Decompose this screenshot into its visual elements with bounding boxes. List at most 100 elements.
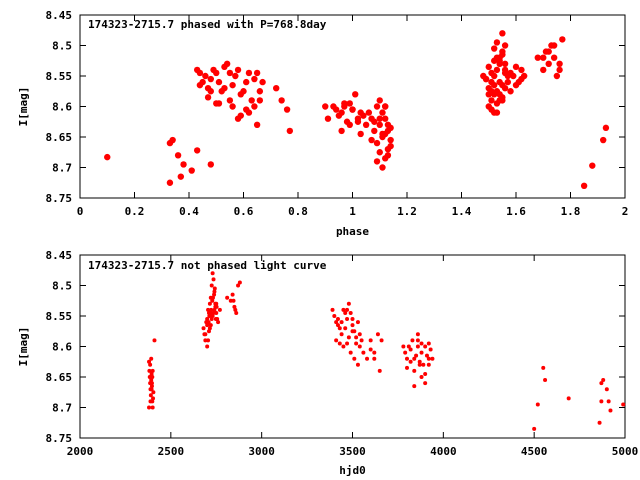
data-point [245, 69, 253, 77]
data-point [341, 100, 348, 107]
data-point [207, 75, 214, 83]
y-tick-label: 8.45 [46, 249, 73, 262]
data-point [405, 365, 409, 370]
data-point [212, 289, 217, 294]
y-tick-label: 8.55 [46, 310, 73, 323]
data-point [226, 69, 234, 77]
data-point [361, 350, 366, 355]
data-point [215, 78, 223, 86]
data-point [273, 85, 280, 92]
data-point [150, 375, 155, 379]
data-point [599, 399, 604, 404]
data-point [338, 109, 345, 116]
x-tick-label: 5000 [612, 445, 639, 458]
data-point [371, 127, 378, 135]
data-point [408, 347, 413, 352]
data-point [368, 347, 373, 352]
data-point [545, 60, 552, 67]
y-tick-label: 8.5 [52, 280, 72, 293]
data-point [166, 139, 174, 147]
data-point [214, 301, 219, 306]
data-point [346, 335, 351, 340]
data-point [205, 323, 210, 328]
data-point [357, 332, 362, 337]
data-point [209, 307, 214, 312]
data-point [208, 310, 213, 315]
data-point [499, 48, 506, 55]
data-point [491, 45, 498, 52]
data-point [208, 323, 213, 328]
data-point [207, 161, 214, 168]
data-point [419, 350, 424, 355]
data-point [423, 371, 428, 376]
data-point [211, 310, 216, 315]
data-point [599, 381, 604, 386]
data-point [580, 182, 588, 189]
data-point [556, 66, 563, 74]
data-point [550, 42, 558, 49]
x-tick-label: 2 [622, 205, 629, 218]
data-point [535, 402, 540, 407]
data-point [412, 368, 417, 373]
data-point [193, 147, 201, 154]
data-point [387, 136, 394, 144]
data-point [384, 121, 392, 128]
x-tick-label: 1.6 [506, 205, 526, 218]
data-point [532, 426, 537, 431]
data-point [206, 338, 211, 343]
data-point [251, 103, 258, 110]
plot-frame [79, 254, 626, 439]
data-point [512, 81, 520, 89]
data-point [209, 317, 214, 322]
data-point [485, 91, 492, 98]
data-point [485, 63, 492, 71]
data-point [355, 362, 360, 367]
data-point [233, 307, 238, 312]
data-point [365, 356, 370, 361]
data-point [196, 69, 204, 77]
data-point [180, 161, 187, 168]
data-point [210, 271, 215, 276]
x-tick-label: 0.2 [125, 205, 145, 218]
data-point [251, 75, 258, 83]
data-point [166, 179, 174, 186]
data-point [343, 310, 348, 315]
y-tick-label: 8.6 [52, 341, 72, 354]
data-point [371, 118, 378, 125]
data-point [534, 54, 541, 61]
x-tick-label: 0.6 [234, 205, 254, 218]
data-point [541, 365, 546, 370]
data-point [147, 405, 152, 410]
data-point [545, 48, 552, 55]
y-tick-label: 8.5 [52, 40, 72, 53]
data-point [234, 66, 242, 74]
y-axis-label: I[mag] [17, 327, 30, 367]
data-point [604, 387, 609, 392]
x-tick-label: 1.8 [561, 205, 581, 218]
y-tick-label: 8.7 [52, 162, 72, 175]
data-point [405, 356, 409, 361]
data-point [348, 350, 353, 355]
data-point [430, 356, 435, 361]
x-axis-label: hjd0 [339, 464, 366, 477]
data-point [510, 72, 517, 80]
data-point [379, 164, 386, 171]
data-point [493, 100, 501, 107]
y-axis-label: I[mag] [17, 87, 30, 127]
data-point [253, 69, 261, 77]
data-point [202, 72, 209, 80]
data-point [148, 362, 153, 367]
data-point [278, 97, 285, 104]
data-point [339, 332, 344, 337]
data-point [205, 344, 210, 349]
data-point [491, 72, 498, 80]
x-tick-label: 2000 [67, 445, 94, 458]
data-point [362, 121, 370, 128]
data-point [493, 39, 501, 46]
data-point [221, 85, 228, 92]
data-point [621, 402, 626, 407]
data-point [426, 362, 431, 367]
data-point [540, 66, 547, 74]
data-point [322, 103, 329, 110]
